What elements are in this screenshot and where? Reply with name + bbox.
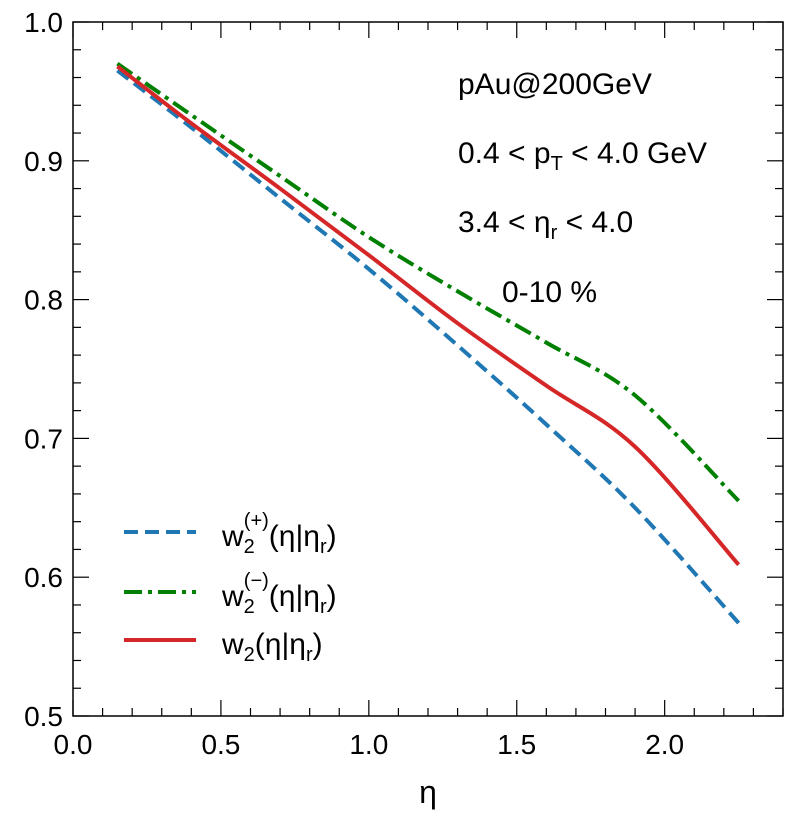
annotation-system: pAu@200GeV xyxy=(458,68,652,101)
legend-2-tail-pre: (η|η xyxy=(255,628,306,661)
legend-label-w2: w2(η|ηr) xyxy=(221,628,323,666)
y-tick-label: 0.9 xyxy=(24,146,63,177)
series-lines xyxy=(116,61,741,625)
annotation-pt-pre: 0.4 < p xyxy=(458,137,551,170)
legend-1-main: w xyxy=(221,580,244,613)
legend-1-sub: 2 xyxy=(244,596,255,618)
y-tick-label: 0.7 xyxy=(24,423,63,454)
x-tick-label: 1.5 xyxy=(497,729,536,760)
legend-0-tail-pre: (η|η xyxy=(269,520,320,553)
legend-1-tail-post: ) xyxy=(327,580,337,613)
legend-2-main: w xyxy=(221,628,244,661)
annotation-pt-post: < 4.0 GeV xyxy=(563,137,707,170)
legend-2-tail-post: ) xyxy=(313,628,323,661)
legend-label-w2-minus: w2 (−)(η|ηr) xyxy=(221,570,337,618)
legend-label-w2-plus: w2 (+)(η|ηr) xyxy=(221,510,337,558)
legend-2-tail-sub: r xyxy=(306,644,313,666)
legend-0-tail-post: ) xyxy=(327,520,337,553)
y-tick-label: 1.0 xyxy=(24,7,63,38)
x-tick-label: 2.0 xyxy=(645,729,684,760)
y-tick-label: 0.8 xyxy=(24,285,63,316)
series-line-1 xyxy=(116,61,741,503)
annotation-eta-pre: 3.4 < η xyxy=(458,206,551,239)
legend-0-sub: 2 xyxy=(244,536,255,558)
series-line-0 xyxy=(116,68,741,625)
legend-1-tail-sub: r xyxy=(320,596,327,618)
x-tick-label: 0.5 xyxy=(201,729,240,760)
legend-0-tail-sub: r xyxy=(320,536,327,558)
series-line-2 xyxy=(116,64,741,567)
legend-1-sup: (−) xyxy=(244,570,269,592)
annotation-eta-post: < 4.0 xyxy=(557,206,633,239)
x-axis-title: η xyxy=(419,774,437,810)
annotation-centrality: 0-10 % xyxy=(502,276,597,309)
tick-labels: 0.0 0.5 1.0 1.5 2.00.50.60.70.80.91.0 xyxy=(24,7,684,760)
plot-frame xyxy=(72,21,784,717)
legend-1-tail-pre: (η|η xyxy=(269,580,320,613)
legend: w2(+)(η|ηr) w2(−)(η|ηr) w2(η|ηr) xyxy=(124,510,337,666)
annotation-eta-range: 3.4 < ηr < 4.0 xyxy=(458,206,633,244)
legend-0-main: w xyxy=(221,520,244,553)
annotation-pt-range: 0.4 < pT < 4.0 GeV xyxy=(458,137,707,175)
annotation-pt-sub: T xyxy=(551,153,563,175)
y-tick-label: 0.6 xyxy=(24,562,63,593)
tick-marks xyxy=(72,21,784,717)
x-tick-label: 1.0 xyxy=(349,729,388,760)
annotation-eta-sub: r xyxy=(551,222,558,244)
y-tick-label: 0.5 xyxy=(24,701,63,732)
legend-2-sub: 2 xyxy=(244,644,255,666)
legend-0-sup: (+) xyxy=(244,510,269,532)
x-tick-label: 0.0 xyxy=(54,729,93,760)
